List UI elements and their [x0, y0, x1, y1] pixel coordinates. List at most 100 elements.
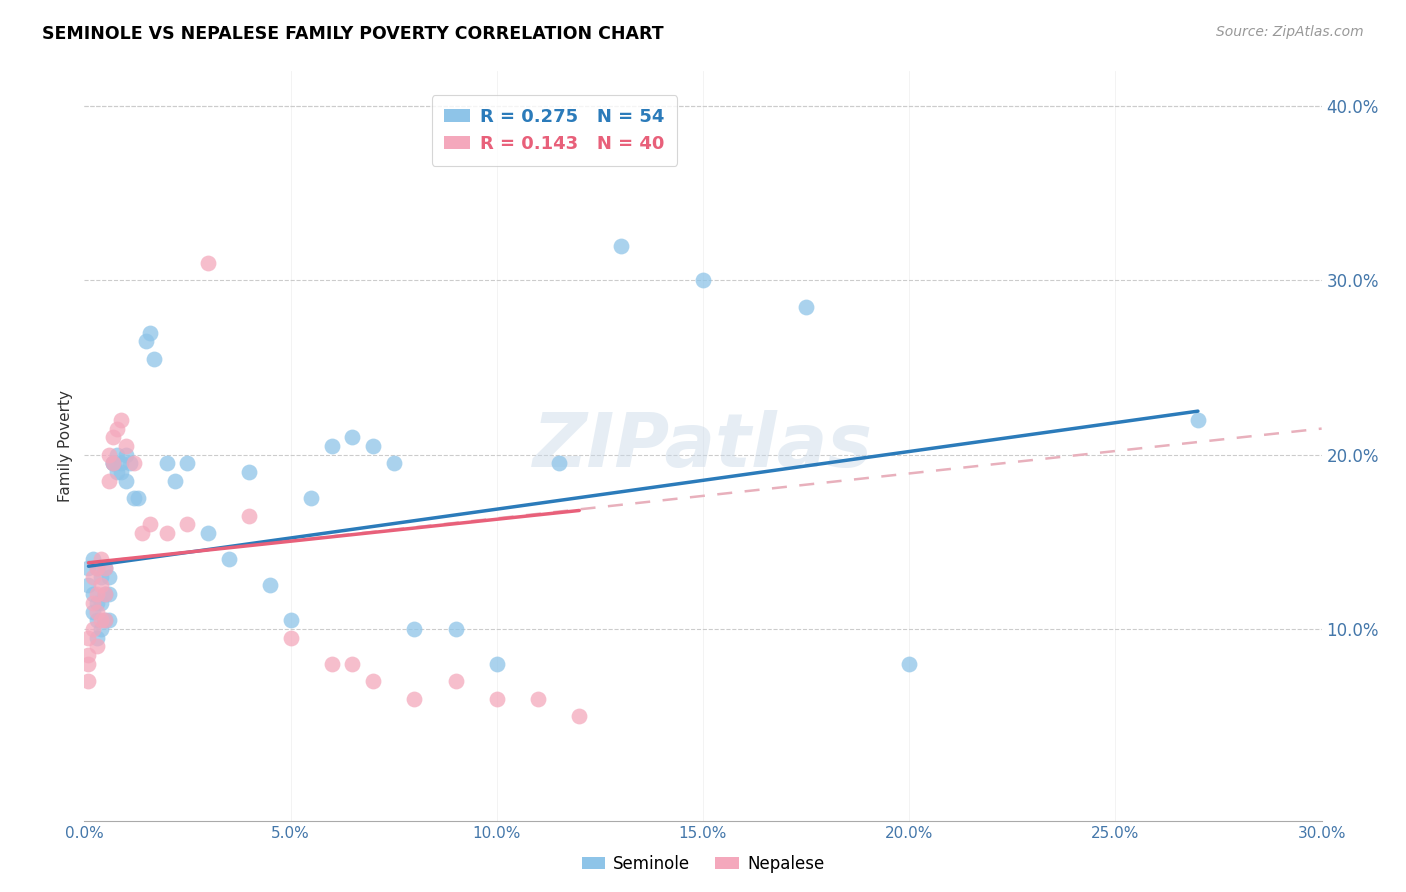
Point [238, 465, 260, 479]
Point [77, 578, 100, 592]
Point [609, 238, 631, 252]
Point [118, 457, 141, 471]
Point [485, 691, 508, 706]
Point [105, 465, 128, 479]
Point [280, 631, 302, 645]
Point [94, 587, 117, 601]
Point [547, 457, 569, 471]
Point [321, 657, 343, 671]
Point [176, 457, 198, 471]
Point [122, 457, 145, 471]
Point [98, 448, 121, 462]
Point [165, 474, 187, 488]
Point [259, 578, 281, 592]
Point [105, 448, 128, 462]
Point [94, 587, 117, 601]
Point [94, 613, 117, 627]
Point [404, 691, 426, 706]
Point [131, 526, 153, 541]
Point [103, 457, 125, 471]
Legend: R = 0.275   N = 54, R = 0.143   N = 40: R = 0.275 N = 54, R = 0.143 N = 40 [432, 95, 678, 166]
Point [77, 674, 100, 689]
Point [299, 491, 322, 506]
Point [98, 570, 121, 584]
Point [77, 561, 100, 575]
Point [110, 413, 132, 427]
Point [94, 561, 117, 575]
Point [444, 622, 467, 636]
Text: SEMINOLE VS NEPALESE FAMILY POVERTY CORRELATION CHART: SEMINOLE VS NEPALESE FAMILY POVERTY CORR… [42, 25, 664, 43]
Point [485, 657, 508, 671]
Point [361, 674, 384, 689]
Point [82, 587, 104, 601]
Point [86, 640, 108, 654]
Point [156, 457, 179, 471]
Point [86, 596, 108, 610]
Point [86, 605, 108, 619]
Legend: Seminole, Nepalese: Seminole, Nepalese [575, 848, 831, 880]
Point [90, 613, 112, 627]
Point [77, 648, 100, 662]
Y-axis label: Family Poverty: Family Poverty [58, 390, 73, 502]
Point [77, 631, 100, 645]
Point [135, 334, 157, 349]
Point [86, 613, 108, 627]
Point [90, 552, 112, 566]
Text: ZIPatlas: ZIPatlas [533, 409, 873, 483]
Point [139, 517, 162, 532]
Point [103, 457, 125, 471]
Point [86, 561, 108, 575]
Point [143, 351, 166, 366]
Point [114, 439, 136, 453]
Point [1187, 413, 1209, 427]
Point [280, 613, 302, 627]
Point [898, 657, 921, 671]
Point [382, 457, 405, 471]
Point [110, 457, 132, 471]
Point [110, 465, 132, 479]
Point [361, 439, 384, 453]
Point [86, 587, 108, 601]
Point [156, 526, 179, 541]
Point [98, 587, 121, 601]
Point [82, 622, 104, 636]
Point [86, 561, 108, 575]
Point [527, 691, 550, 706]
Point [90, 622, 112, 636]
Point [82, 570, 104, 584]
Point [114, 448, 136, 462]
Point [82, 552, 104, 566]
Point [176, 517, 198, 532]
Point [98, 474, 121, 488]
Point [218, 552, 240, 566]
Point [568, 709, 591, 723]
Point [90, 596, 112, 610]
Point [94, 561, 117, 575]
Point [82, 596, 104, 610]
Point [404, 622, 426, 636]
Point [342, 430, 364, 444]
Point [238, 508, 260, 523]
Point [98, 613, 121, 627]
Point [90, 578, 112, 592]
Point [90, 570, 112, 584]
Point [321, 439, 343, 453]
Point [127, 491, 149, 506]
Point [139, 326, 162, 340]
Point [77, 657, 100, 671]
Point [197, 256, 219, 270]
Point [444, 674, 467, 689]
Point [105, 421, 128, 435]
Point [103, 457, 125, 471]
Point [103, 430, 125, 444]
Point [94, 613, 117, 627]
Point [342, 657, 364, 671]
Point [82, 605, 104, 619]
Point [114, 474, 136, 488]
Point [197, 526, 219, 541]
Text: Source: ZipAtlas.com: Source: ZipAtlas.com [1216, 25, 1364, 39]
Point [794, 300, 817, 314]
Point [86, 631, 108, 645]
Point [122, 491, 145, 506]
Point [692, 273, 714, 287]
